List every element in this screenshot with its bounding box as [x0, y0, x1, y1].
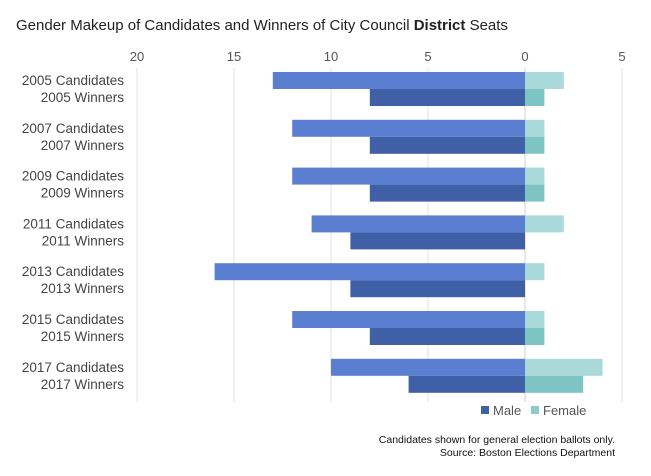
bar-male [369, 89, 525, 106]
bar-male [292, 167, 525, 185]
legend-label: Male [493, 403, 521, 418]
category-label: 2005 Candidates [22, 73, 124, 88]
bar-female [525, 358, 603, 376]
x-tick-label: 0 [521, 49, 528, 64]
legend-swatch [531, 406, 539, 414]
category-labels: 2005 Candidates 2005 Winners 2007 Candidat… [22, 73, 124, 392]
bar-female [525, 263, 545, 281]
legend-swatch [481, 406, 489, 414]
chart-title: Gender Makeup of Candidates and Winners … [16, 17, 508, 34]
category-label: 2007 Candidates [22, 121, 124, 136]
category-label: 2011 Winners [42, 233, 125, 248]
category-label: 2009 Candidates [22, 169, 124, 184]
bar-female [525, 136, 545, 154]
x-tick-label: 5 [618, 49, 625, 64]
category-label: 2015 Winners [41, 329, 125, 344]
bar-male [292, 311, 525, 328]
category-label: 2005 Winners [41, 90, 125, 105]
bar-male [292, 119, 525, 137]
source-note: Source: Boston Elections Department [440, 447, 615, 459]
x-axis-ticks: 20 15 10 5 0 5 [130, 49, 626, 64]
bar-female [525, 167, 545, 185]
bar-male [369, 184, 525, 202]
bar-female [525, 72, 564, 89]
bar-female [525, 375, 584, 393]
legend-label: Female [543, 403, 586, 418]
category-label: 2015 Candidates [22, 312, 124, 327]
category-label: 2017 Winners [41, 377, 125, 392]
bar-female [525, 215, 564, 233]
category-label: 2009 Winners [41, 186, 125, 201]
footnote: Candidates shown for general election ba… [379, 434, 615, 446]
category-label: 2013 Winners [41, 281, 125, 296]
bar-female [525, 311, 545, 328]
bar-male [214, 263, 525, 281]
footnotes: Candidates shown for general election ba… [379, 434, 615, 459]
x-tick-label: 20 [130, 49, 144, 64]
x-tick-label: 10 [324, 49, 338, 64]
bar-female [525, 328, 545, 345]
category-label: 2007 Winners [41, 138, 125, 153]
bar-male [350, 232, 525, 250]
bar-female [525, 119, 545, 137]
category-label: 2013 Candidates [22, 264, 124, 279]
bar-male [350, 280, 525, 298]
x-tick-label: 5 [424, 49, 431, 64]
bar-male [408, 375, 525, 393]
bar-male [311, 215, 525, 233]
bar-female [525, 89, 545, 106]
bar-male [272, 72, 525, 89]
bars [214, 72, 603, 393]
category-label: 2011 Candidates [23, 216, 124, 231]
x-tick-label: 15 [227, 49, 241, 64]
category-label: 2017 Candidates [22, 360, 124, 375]
bar-male [369, 136, 525, 154]
bar-male [331, 358, 525, 376]
legend: Male Female [481, 403, 586, 418]
bar-female [525, 184, 545, 202]
bar-male [369, 328, 525, 345]
